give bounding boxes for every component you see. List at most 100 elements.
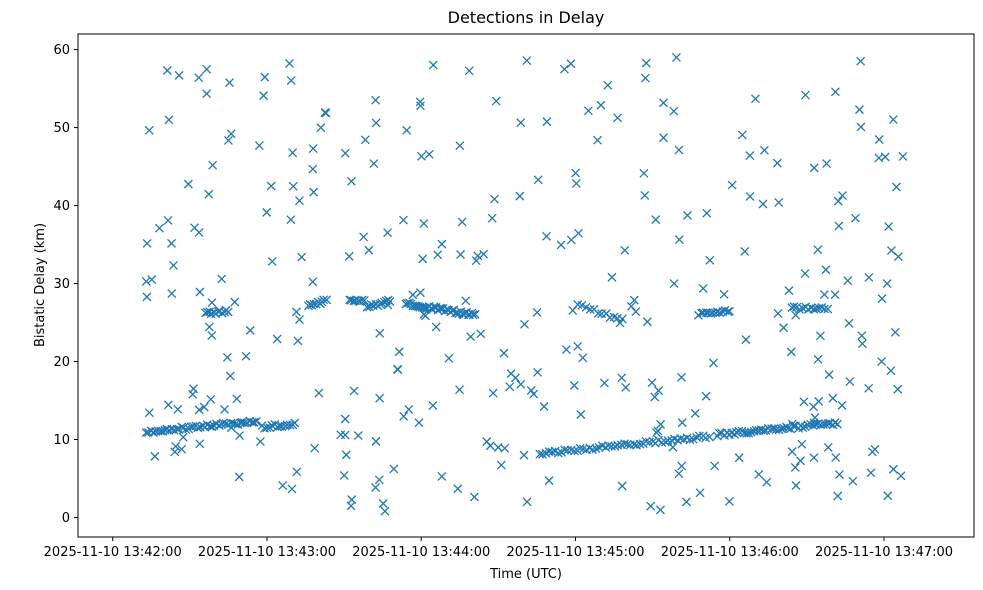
data-point	[519, 450, 529, 460]
data-point	[170, 447, 180, 457]
data-point	[141, 428, 151, 438]
data-point	[287, 484, 297, 494]
data-point	[877, 357, 887, 367]
data-point	[833, 419, 842, 429]
data-point	[347, 495, 357, 505]
data-point	[461, 296, 471, 306]
data-point	[154, 223, 164, 233]
data-point	[393, 365, 403, 374]
ticks-layer: 2025-11-10 13:42:00 2025-11-10 13:43:00 20…	[44, 43, 953, 560]
data-point	[574, 228, 583, 238]
data-point	[272, 334, 282, 344]
data-point	[295, 196, 304, 206]
data-point	[690, 408, 700, 418]
data-point	[635, 439, 645, 449]
data-point	[375, 328, 385, 338]
x-tick-label: 2025-11-10 13:42:00	[44, 545, 182, 560]
data-point	[408, 290, 418, 300]
data-point	[346, 176, 356, 186]
x-tick-label: 2025-11-10 13:47:00	[815, 545, 953, 560]
data-point	[259, 91, 269, 101]
data-point	[786, 347, 796, 357]
x-tick-label: 2025-11-10 13:44:00	[352, 545, 490, 560]
data-point	[800, 269, 810, 279]
data-point	[857, 331, 867, 341]
data-point	[314, 388, 324, 398]
data-point	[340, 148, 350, 158]
data-point	[163, 215, 173, 225]
y-tick-label: 60	[53, 43, 70, 58]
data-point	[566, 59, 576, 69]
data-point	[568, 306, 578, 315]
data-point	[599, 378, 609, 388]
data-point	[428, 60, 438, 70]
data-point	[529, 389, 539, 399]
data-point	[516, 118, 526, 128]
data-point	[183, 179, 193, 189]
data-point	[784, 286, 794, 296]
data-point	[809, 163, 819, 173]
data-point	[610, 441, 620, 451]
data-point	[415, 97, 425, 107]
data-point	[394, 347, 404, 357]
data-point	[779, 323, 789, 333]
data-point	[499, 348, 509, 358]
data-point	[886, 246, 896, 255]
data-point	[340, 414, 350, 424]
data-point	[359, 232, 369, 242]
data-point	[746, 427, 756, 437]
data-point	[719, 289, 729, 299]
data-point	[857, 339, 867, 349]
data-point	[193, 423, 203, 433]
data-point	[831, 452, 841, 462]
data-point	[374, 475, 384, 485]
data-point	[218, 418, 228, 428]
data-point	[245, 325, 255, 335]
data-point	[789, 302, 799, 312]
data-point	[194, 73, 204, 83]
data-point	[694, 431, 704, 441]
data-point	[515, 191, 525, 201]
data-point	[822, 159, 832, 169]
data-point	[255, 437, 265, 447]
data-point	[167, 289, 177, 299]
data-point	[732, 427, 741, 437]
data-point	[702, 208, 712, 218]
data-point	[489, 194, 499, 204]
data-point	[674, 235, 684, 245]
data-point	[199, 402, 209, 412]
data-point	[671, 52, 681, 62]
data-point	[262, 207, 272, 217]
data-point	[811, 304, 821, 314]
data-point	[349, 386, 359, 396]
data-point	[188, 389, 198, 399]
data-point	[896, 471, 906, 481]
data-point	[677, 372, 686, 382]
data-point	[734, 453, 744, 463]
data-point	[866, 468, 876, 478]
data-point	[471, 256, 481, 266]
data-point	[759, 145, 769, 155]
data-point	[378, 499, 388, 508]
data-point	[745, 151, 755, 161]
data-point	[880, 152, 890, 162]
data-point	[288, 181, 298, 191]
data-point	[496, 460, 506, 470]
y-tick-label: 10	[53, 433, 70, 448]
data-point	[884, 222, 894, 232]
data-point	[791, 310, 801, 320]
data-point	[890, 327, 900, 337]
data-point	[888, 115, 898, 125]
data-point	[603, 80, 613, 90]
plot-frame	[77, 33, 975, 538]
data-point	[226, 423, 236, 433]
data-point	[576, 410, 586, 419]
data-point	[813, 245, 823, 255]
data-point	[640, 73, 650, 83]
data-point	[234, 472, 244, 482]
data-point	[142, 238, 152, 248]
data-point	[754, 469, 764, 479]
data-point	[744, 428, 754, 438]
data-point	[235, 431, 245, 441]
data-point	[320, 108, 330, 118]
